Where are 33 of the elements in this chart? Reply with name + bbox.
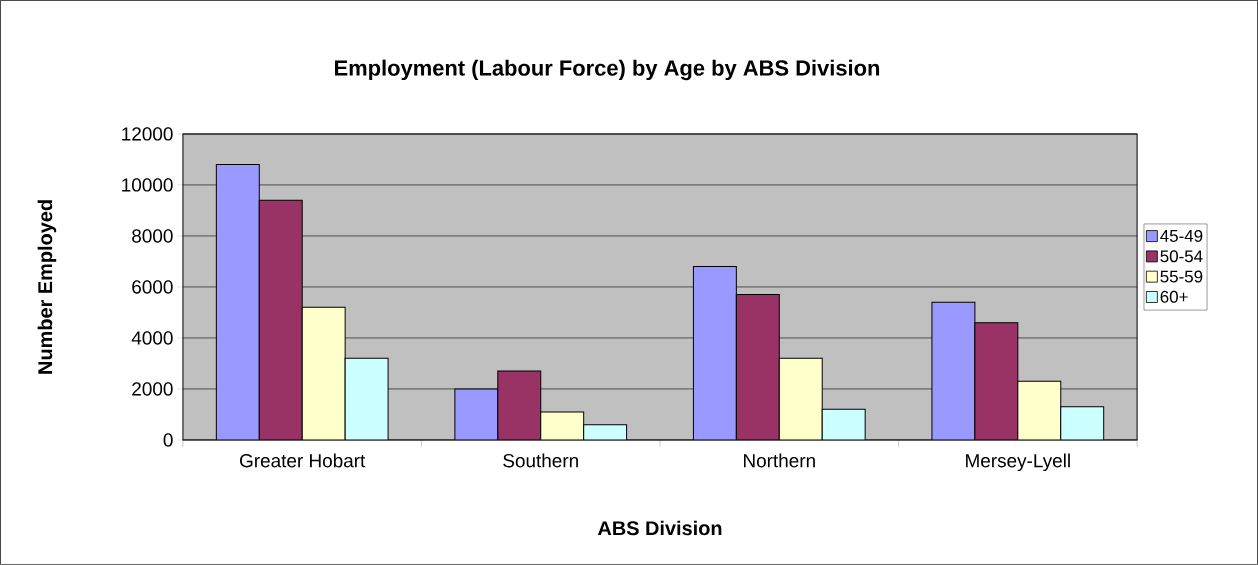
bar	[736, 294, 780, 441]
bar	[974, 322, 1019, 441]
bar	[344, 357, 389, 441]
x-tick-label: Mersey-Lyell	[966, 453, 1070, 472]
y-tick-label: 4000	[131, 331, 173, 345]
y-tick-label: 6000	[132, 280, 173, 294]
x-axis-title: ABS Division	[597, 520, 722, 536]
y-tick-label: 12000	[122, 127, 173, 141]
bar	[454, 388, 499, 441]
y-axis-title: Number Employed	[37, 200, 57, 374]
bar	[931, 301, 976, 441]
y-tick-label: 10000	[122, 178, 173, 192]
legend-label: 60+	[1160, 290, 1188, 303]
x-tick-label: Northern	[744, 453, 815, 468]
bar	[822, 409, 866, 441]
bar	[693, 266, 737, 441]
y-tick-label: 8000	[132, 229, 173, 243]
bar	[540, 411, 585, 441]
bar	[258, 199, 303, 441]
x-tick-label: Greater Hobart	[240, 453, 366, 468]
chart-title: Employment (Labour Force) by Age by ABS Division	[335, 59, 880, 81]
legend-label: 50-54	[1160, 250, 1203, 263]
legend-label: 55-59	[1160, 270, 1203, 283]
y-tick-label: 0	[163, 433, 173, 447]
bar	[497, 370, 542, 441]
x-tick-label: Southern	[503, 453, 578, 468]
bar	[779, 358, 823, 441]
bar	[1017, 380, 1062, 441]
legend-label: 45-49	[1160, 229, 1203, 242]
bar	[215, 164, 260, 441]
y-tick-label: 2000	[132, 382, 173, 396]
bar	[301, 306, 346, 441]
bar	[1060, 406, 1105, 441]
